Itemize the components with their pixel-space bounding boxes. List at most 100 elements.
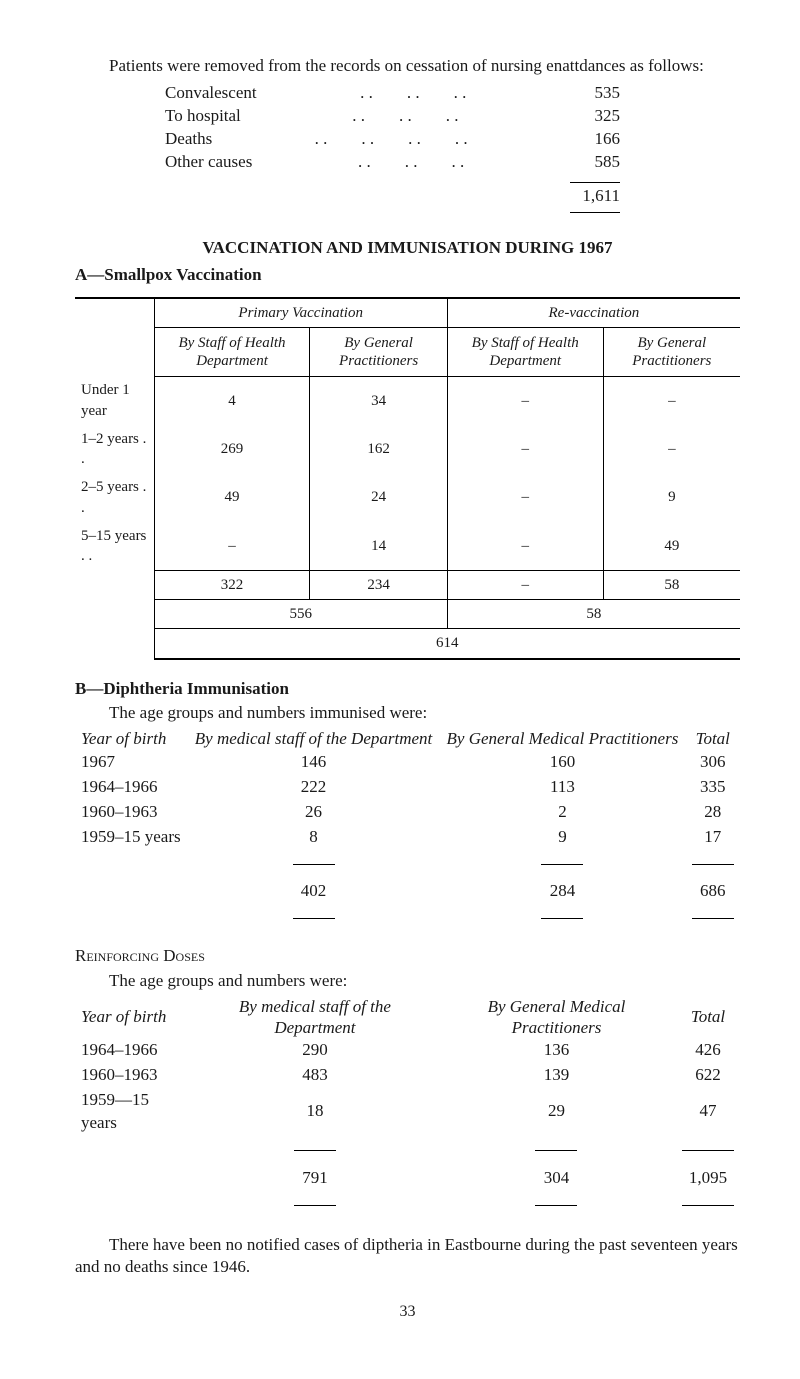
- table-row: 1964–1966222113335: [75, 775, 740, 800]
- dots: . . . . . .: [257, 82, 570, 105]
- col-group-primary: Primary Vaccination: [154, 298, 447, 328]
- cell: 426: [676, 1038, 740, 1063]
- cell: 2: [439, 800, 685, 825]
- cessation-value: 325: [570, 105, 620, 128]
- cell: –: [447, 473, 603, 522]
- rule: [570, 212, 620, 213]
- table-row: 1960–196326228: [75, 800, 740, 825]
- cell: 1,095: [676, 1161, 740, 1191]
- page-number: 33: [75, 1301, 740, 1323]
- rule-row: [75, 1136, 740, 1161]
- cell: 14: [310, 522, 447, 571]
- cell: 160: [439, 750, 685, 775]
- cell: 34: [310, 376, 447, 425]
- rule-row: [75, 850, 740, 875]
- cell: 9: [603, 473, 740, 522]
- cessation-value: 535: [570, 82, 620, 105]
- cell: 622: [676, 1063, 740, 1088]
- col-staff: By medical staff of the Department: [188, 729, 440, 749]
- cessation-total: 1,611: [75, 185, 740, 208]
- cell: 24: [310, 473, 447, 522]
- merged-row: 556 58: [75, 600, 740, 629]
- rule: [570, 182, 620, 183]
- cell: 136: [437, 1038, 676, 1063]
- cell: 49: [154, 473, 310, 522]
- cell: 1959–15 years: [75, 825, 188, 850]
- table-row: 1964–1966290136426: [75, 1038, 740, 1063]
- cell: 335: [685, 775, 740, 800]
- totals-row: 402284686: [75, 874, 740, 904]
- table-row: 1967146160306: [75, 750, 740, 775]
- cell: 146: [188, 750, 440, 775]
- cell: 18: [193, 1088, 437, 1136]
- rule-row: [75, 1191, 740, 1216]
- smallpox-table: Primary Vaccination Re-vaccination By St…: [75, 297, 740, 660]
- table-row: Under 1 year 4 34 – –: [75, 376, 740, 425]
- reinforcing-table: Year of birth By medical staff of the De…: [75, 997, 740, 1215]
- cell: 686: [685, 874, 740, 904]
- intro-paragraph: Patients were removed from the records o…: [75, 55, 740, 78]
- cell: 58: [603, 570, 740, 599]
- cell: 791: [193, 1161, 437, 1191]
- cell: 139: [437, 1063, 676, 1088]
- cell: 306: [685, 750, 740, 775]
- reinf-intro: The age groups and numbers were:: [75, 970, 740, 993]
- col-year: Year of birth: [75, 729, 188, 749]
- cell: –: [603, 425, 740, 474]
- dots: . . . . . .: [241, 105, 570, 128]
- cell: 483: [193, 1063, 437, 1088]
- cessation-list: Convalescent . . . . . . 535 To hospital…: [75, 82, 740, 174]
- col-gp: By General Medical Practitioners: [439, 729, 685, 749]
- cell: –: [447, 570, 603, 599]
- table-row: 1959–15 years8917: [75, 825, 740, 850]
- heading-a: A—Smallpox Vaccination: [75, 264, 740, 287]
- dots: . . . . . . . .: [212, 128, 570, 151]
- cell: 113: [439, 775, 685, 800]
- grand-row: 614: [75, 629, 740, 659]
- row-label: 5–15 years . .: [75, 522, 154, 571]
- cessation-value: 166: [570, 128, 620, 151]
- cell: 29: [437, 1088, 676, 1136]
- cell: 304: [437, 1161, 676, 1191]
- col-gp: By General Practitioners: [310, 327, 447, 376]
- row-label: 2–5 years . .: [75, 473, 154, 522]
- cell: 322: [154, 570, 310, 599]
- col-staff: By medical staff of the Department: [193, 997, 437, 1038]
- cessation-label: To hospital: [165, 105, 241, 128]
- col-year: Year of birth: [75, 997, 193, 1038]
- cell: 556: [154, 600, 447, 629]
- cell: 49: [603, 522, 740, 571]
- cell: 284: [439, 874, 685, 904]
- row-label: Under 1 year: [75, 376, 154, 425]
- cell: 1959—15 years: [75, 1088, 193, 1136]
- cessation-row: Convalescent . . . . . . 535: [75, 82, 740, 105]
- col-group-revaccination: Re-vaccination: [447, 298, 740, 328]
- table-row: 2–5 years . . 49 24 – 9: [75, 473, 740, 522]
- cell: 28: [685, 800, 740, 825]
- col-staff: By Staff of Health Department: [447, 327, 603, 376]
- cessation-label: Convalescent: [165, 82, 257, 105]
- cell: 162: [310, 425, 447, 474]
- cell: 9: [439, 825, 685, 850]
- cell: –: [447, 425, 603, 474]
- cessation-label: Other causes: [165, 151, 252, 174]
- subtotal-row: 322 234 – 58: [75, 570, 740, 599]
- cessation-label: Deaths: [165, 128, 212, 151]
- col-total: Total: [685, 729, 740, 749]
- cessation-row: Deaths . . . . . . . . 166: [75, 128, 740, 151]
- table-row: 1959—15 years182947: [75, 1088, 740, 1136]
- cell: –: [603, 376, 740, 425]
- cell: –: [154, 522, 310, 571]
- cell: –: [447, 522, 603, 571]
- cell: 17: [685, 825, 740, 850]
- dots: . . . . . .: [252, 151, 570, 174]
- reinforcing-heading: Reinforcing Doses: [75, 945, 740, 968]
- cell: 269: [154, 425, 310, 474]
- cessation-value: 585: [570, 151, 620, 174]
- cell: –: [447, 376, 603, 425]
- table-row: 5–15 years . . – 14 – 49: [75, 522, 740, 571]
- col-gp: By General Practitioners: [603, 327, 740, 376]
- cell: 1964–1966: [75, 1038, 193, 1063]
- cell: 614: [154, 629, 740, 659]
- cell: 58: [447, 600, 740, 629]
